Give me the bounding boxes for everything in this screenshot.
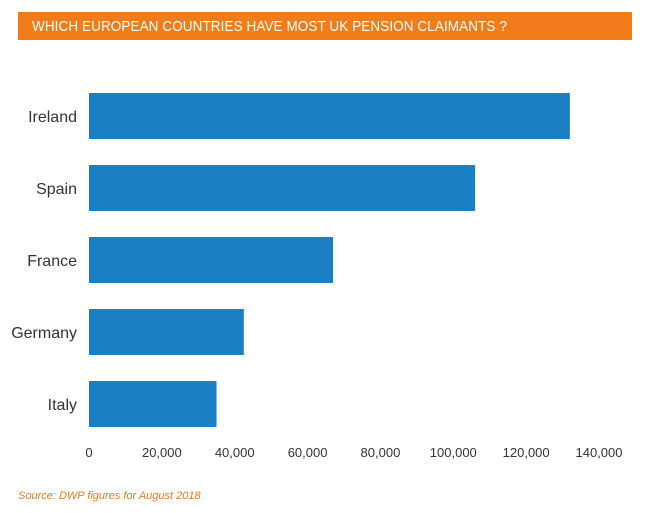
x-tick-label-20000: 20,000 xyxy=(142,445,182,460)
x-tick-label-80000: 80,000 xyxy=(361,445,401,460)
bar-france xyxy=(89,237,334,283)
x-tick-label-100000: 100,000 xyxy=(430,445,477,460)
source-note: Source: DWP figures for August 2018 xyxy=(18,490,201,502)
category-label-germany: Germany xyxy=(11,325,77,342)
bar-ireland xyxy=(89,93,570,139)
x-tick-label-40000: 40,000 xyxy=(215,445,255,460)
x-tick-label-0: 0 xyxy=(85,445,92,460)
x-tick-label-120000: 120,000 xyxy=(503,445,550,460)
bar-italy xyxy=(89,381,217,427)
bar-germany xyxy=(89,309,244,355)
category-label-ireland: Ireland xyxy=(28,109,77,126)
category-label-france: France xyxy=(27,253,77,270)
chart-title: WHICH EUROPEAN COUNTRIES HAVE MOST UK PE… xyxy=(32,17,507,35)
x-tick-label-140000: 140,000 xyxy=(576,445,623,460)
category-label-spain: Spain xyxy=(36,181,77,198)
chart-title-bar: WHICH EUROPEAN COUNTRIES HAVE MOST UK PE… xyxy=(18,12,632,40)
category-label-italy: Italy xyxy=(48,397,77,414)
bar-chart: Ireland Spain France Germany Italy 0 20,000 40,… xyxy=(11,93,623,460)
bar-spain xyxy=(89,165,476,211)
x-tick-label-60000: 60,000 xyxy=(288,445,328,460)
